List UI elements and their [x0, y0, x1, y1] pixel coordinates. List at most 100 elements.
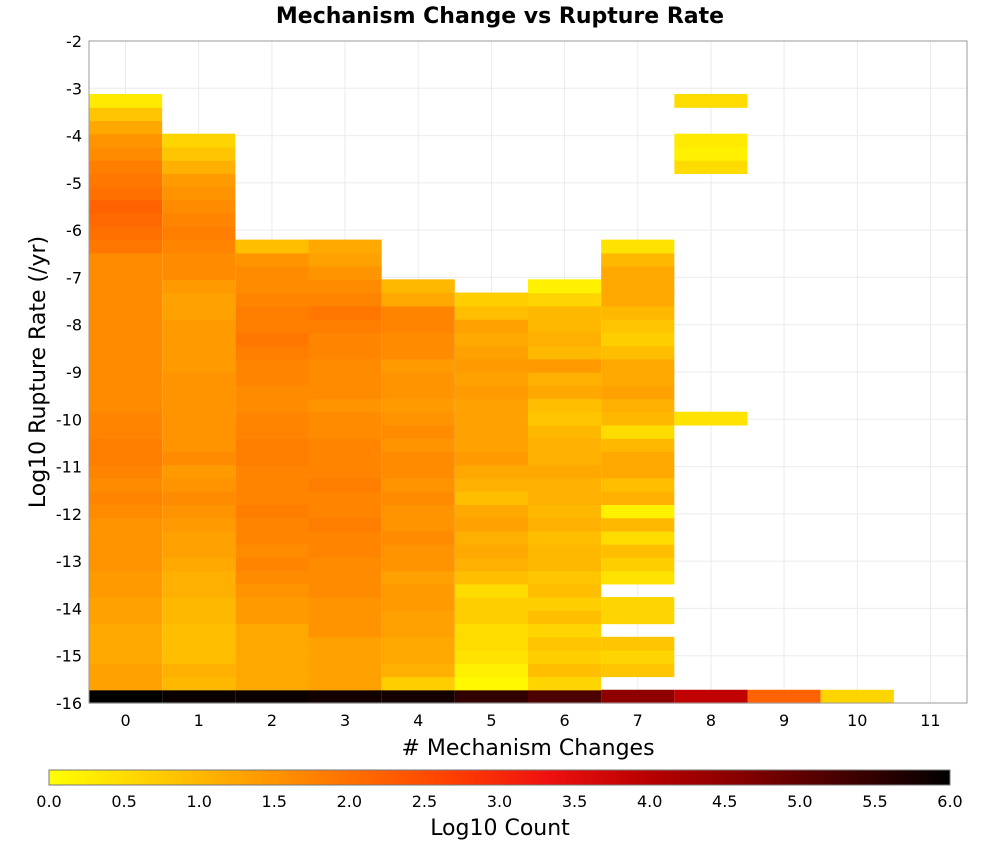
heatmap-cell-x7-bin0 — [601, 689, 675, 704]
colorbar-tick-label-7: 3.5 — [562, 792, 587, 811]
y-tick-label-2: -4 — [66, 127, 82, 146]
heatmap-cell-x3-bin26 — [308, 345, 382, 360]
heatmap-cell-x0-bin0 — [89, 689, 163, 704]
heatmap-cell-x1-bin6 — [162, 610, 236, 625]
heatmap-cell-x6-bin3 — [528, 650, 602, 664]
heatmap-cell-x4-bin6 — [381, 610, 455, 625]
y-tick-label-0: -2 — [66, 32, 82, 51]
heatmap-cell-x0-bin36 — [89, 213, 163, 227]
heatmap-cell-x1-bin19 — [162, 438, 236, 453]
colorbar-tick-label-8: 4.0 — [637, 792, 662, 811]
heatmap-cell-x3-bin32 — [308, 266, 382, 280]
heatmap-cell-x8-bin0 — [674, 689, 748, 704]
colorbar-tick-label-3: 1.5 — [262, 792, 287, 811]
heatmap-cell-x0-bin35 — [89, 226, 163, 241]
heatmap-cell-x0-bin20 — [89, 424, 163, 439]
heatmap-cell-x7-bin4 — [601, 636, 675, 651]
x-axis-title: # Mechanism Changes — [401, 736, 654, 761]
heatmap-cell-x1-bin1 — [162, 676, 236, 691]
heatmap-cell-x2-bin16 — [235, 477, 309, 492]
heatmap-cell-x1-bin4 — [162, 636, 236, 651]
heatmap-cell-x3-bin8 — [308, 583, 382, 598]
x-tick-label-2: 2 — [267, 711, 277, 730]
heatmap-cell-x7-bin24 — [601, 372, 675, 386]
colorbar — [48, 769, 951, 786]
heatmap-cell-x3-bin15 — [308, 491, 382, 505]
heatmap-cell-x4-bin1 — [381, 676, 455, 691]
heatmap-cell-x0-bin19 — [89, 438, 163, 453]
heatmap-cell-x5-bin25 — [454, 358, 528, 373]
heatmap-cell-x3-bin14 — [308, 504, 382, 519]
heatmap-cell-x4-bin22 — [381, 398, 455, 413]
heatmap-cell-x2-bin14 — [235, 504, 309, 519]
y-tick-label-3: -5 — [66, 174, 82, 193]
y-tick-label-4: -6 — [66, 221, 82, 240]
heatmap-cell-x7-bin29 — [601, 305, 675, 320]
heatmap-cell-x6-bin4 — [528, 636, 602, 651]
heatmap-cell-x4-bin30 — [381, 292, 455, 307]
heatmap-cell-x0-bin39 — [89, 173, 163, 188]
heatmap-cell-x2-bin8 — [235, 583, 309, 598]
heatmap-cell-x0-bin10 — [89, 557, 163, 572]
heatmap-cell-x1-bin37 — [162, 199, 236, 214]
heatmap-cell-x6-bin12 — [528, 530, 602, 545]
heatmap-cell-x7-bin14 — [601, 504, 675, 519]
heatmap-cell-x5-bin27 — [454, 332, 528, 347]
heatmap-cell-x6-bin1 — [528, 676, 602, 691]
y-tick-label-14: -16 — [56, 694, 82, 713]
heatmap-cell-x7-bin9 — [601, 570, 675, 585]
y-tick-label-10: -12 — [56, 505, 82, 524]
heatmap-cell-x0-bin45 — [89, 93, 163, 108]
heatmap-cell-x5-bin30 — [454, 292, 528, 307]
heatmap-cell-x2-bin30 — [235, 292, 309, 307]
heatmap-cell-x6-bin0 — [528, 689, 602, 704]
colorbar-tick-label-1: 0.5 — [111, 792, 136, 811]
heatmap-cell-x1-bin12 — [162, 530, 236, 545]
heatmap-cell-x3-bin16 — [308, 477, 382, 492]
y-tick-label-13: -15 — [56, 647, 82, 666]
heatmap-cell-x2-bin21 — [235, 411, 309, 426]
heatmap-cell-x2-bin27 — [235, 332, 309, 347]
heatmap-cell-x5-bin5 — [454, 623, 528, 638]
heatmap-cell-x6-bin26 — [528, 345, 602, 360]
heatmap-cell-x0-bin22 — [89, 398, 163, 413]
heatmap-cell-x3-bin24 — [308, 372, 382, 386]
heatmap-cell-x5-bin12 — [454, 530, 528, 545]
heatmap-cell-x2-bin23 — [235, 385, 309, 400]
heatmap-cell-x0-bin29 — [89, 305, 163, 320]
heatmap-cell-x0-bin28 — [89, 319, 163, 333]
heatmap-cell-x1-bin31 — [162, 279, 236, 294]
heatmap-cell-x2-bin10 — [235, 557, 309, 572]
plot-border — [88, 40, 968, 704]
heatmap-cell-x0-bin27 — [89, 332, 163, 347]
colorbar-tick-label-0: 0.0 — [36, 792, 61, 811]
heatmap-cell-x0-bin14 — [89, 504, 163, 519]
heatmap-cell-x3-bin4 — [308, 636, 382, 651]
heatmap-cell-x4-bin28 — [381, 319, 455, 333]
heatmap-cell-x6-bin10 — [528, 557, 602, 572]
heatmap-cell-x5-bin2 — [454, 663, 528, 678]
heatmap-cell-x4-bin12 — [381, 530, 455, 545]
heatmap-cell-x0-bin42 — [89, 133, 163, 148]
colorbar-tick-label-4: 2.0 — [337, 792, 362, 811]
heatmap-cell-x3-bin7 — [308, 597, 382, 611]
heatmap-cell-x2-bin5 — [235, 623, 309, 638]
heatmap-cell-x0-bin24 — [89, 372, 163, 386]
heatmap-cell-x4-bin15 — [381, 491, 455, 505]
heatmap-cell-x5-bin10 — [454, 557, 528, 572]
heatmap-cell-x3-bin19 — [308, 438, 382, 453]
heatmap-cell-x6-bin23 — [528, 385, 602, 400]
heatmap-cell-x0-bin25 — [89, 358, 163, 373]
heatmap-cell-x1-bin17 — [162, 464, 236, 479]
heatmap-cell-x0-bin1 — [89, 676, 163, 691]
heatmap-cell-x0-bin12 — [89, 530, 163, 545]
heatmap-cell-x7-bin20 — [601, 424, 675, 439]
heatmap-cell-x1-bin21 — [162, 411, 236, 426]
heatmap-cell-x4-bin8 — [381, 583, 455, 598]
heatmap-cell-x0-bin7 — [89, 597, 163, 611]
heatmap-cell-x2-bin1 — [235, 676, 309, 691]
heatmap-cell-x2-bin31 — [235, 279, 309, 294]
heatmap-cell-x4-bin18 — [381, 451, 455, 466]
heatmap-cell-x9-bin0 — [747, 689, 821, 704]
